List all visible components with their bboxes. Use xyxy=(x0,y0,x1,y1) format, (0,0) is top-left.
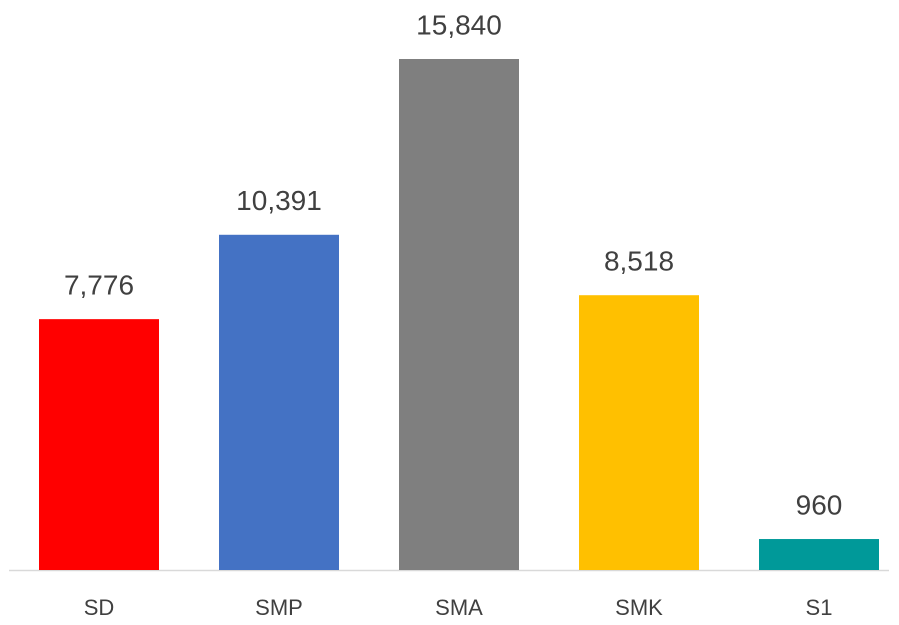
data-label: 8,518 xyxy=(604,246,674,277)
bar xyxy=(579,295,699,570)
data-label: 10,391 xyxy=(236,185,322,216)
data-label: 7,776 xyxy=(64,270,134,301)
data-label: 960 xyxy=(796,489,843,520)
x-tick-label: SMK xyxy=(615,595,663,620)
bar xyxy=(219,234,339,571)
x-tick-label: SMP xyxy=(255,595,303,620)
x-tick-label: SMA xyxy=(435,595,483,620)
bar xyxy=(759,539,879,570)
bar xyxy=(39,319,159,570)
data-label: 15,840 xyxy=(416,9,502,40)
x-tick-label: S1 xyxy=(806,595,833,620)
bar xyxy=(399,59,519,570)
x-tick-label: SD xyxy=(84,595,115,620)
